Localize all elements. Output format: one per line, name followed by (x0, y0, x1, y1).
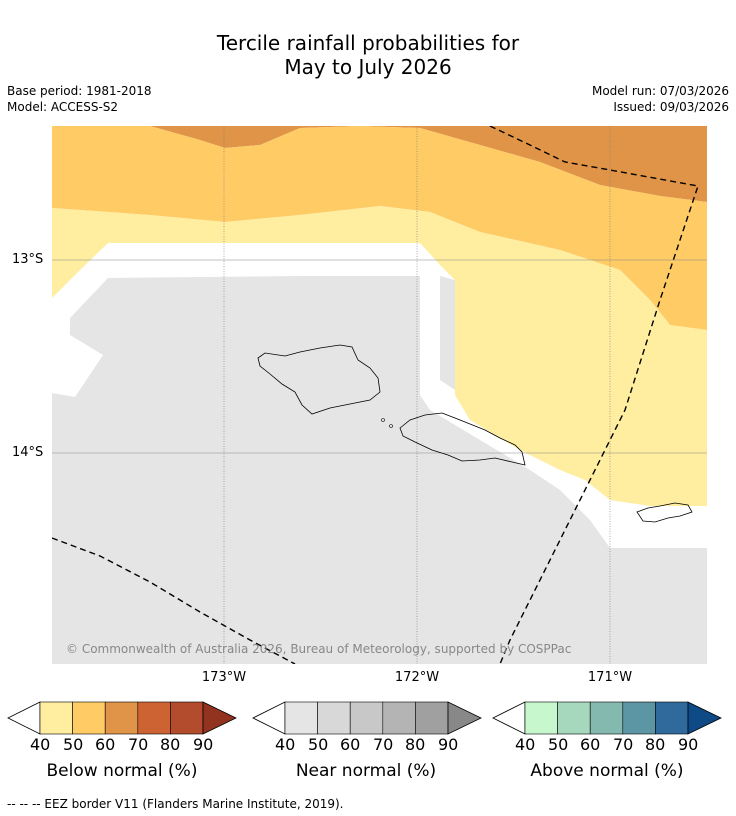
near-normal-colorbar (252, 701, 482, 735)
cb0-tick-50: 50 (63, 735, 84, 754)
cb1-swatch-0 (284, 701, 318, 735)
lat-label-14s: 14°S (12, 445, 44, 460)
upolu-island (399, 412, 526, 466)
base-period: Base period: 1981-2018 (7, 84, 152, 98)
chart-title-line2: May to July 2026 (284, 55, 452, 79)
cb1-swatch-3 (382, 701, 416, 735)
near-40-50-region (52, 276, 707, 664)
lat-label-13s: 13°S (12, 252, 44, 267)
lon-label-173w: 173°W (201, 670, 247, 685)
chart-title-line1: Tercile rainfall probabilities for (216, 31, 520, 55)
cb1-tick-80: 80 (405, 735, 426, 754)
lon-label-172w: 172°W (394, 670, 440, 685)
savaii-island (257, 344, 381, 415)
model-run: Model run: 07/03/2026 (591, 84, 729, 98)
eez-border (52, 126, 699, 664)
above-normal-colorbar (492, 701, 722, 735)
cb1-tick-90: 90 (438, 735, 459, 754)
cb2-tick-80: 80 (645, 735, 666, 754)
above-normal-title: Above normal (%) (530, 761, 684, 781)
cb2-swatch-3 (622, 701, 656, 735)
cb1-under-triangle (252, 701, 286, 735)
cb1-over-triangle (447, 701, 482, 735)
cb2-tick-70: 70 (613, 735, 634, 754)
near-normal-title: Near normal (%) (295, 761, 437, 781)
below-40-50-region (52, 206, 707, 506)
cb0-swatch-3 (137, 701, 171, 735)
lon-label-171w: 171°W (587, 670, 633, 685)
cb2-tick-50: 50 (548, 735, 569, 754)
below-normal-title: Below normal (%) (46, 761, 198, 781)
cb0-swatch-0 (39, 701, 73, 735)
cb2-tick-60: 60 (580, 735, 601, 754)
cb0-over-triangle (202, 701, 237, 735)
colorbar-strip (7, 701, 722, 735)
cb1-tick-60: 60 (340, 735, 361, 754)
cb0-swatch-2 (104, 701, 139, 735)
cb0-tick-40: 40 (30, 735, 51, 754)
cb2-swatch-4 (655, 701, 689, 735)
cb2-tick-40: 40 (515, 735, 536, 754)
cb2-swatch-0 (524, 701, 558, 735)
cb2-swatch-1 (557, 701, 591, 735)
colorbar-ticks: 40 50 60 70 80 90 40 50 60 70 80 90 40 5… (0, 735, 736, 755)
parallel-gridlines (52, 259, 707, 454)
below-60-70-region (52, 126, 707, 202)
tutuila-island (636, 502, 693, 523)
map-fill-layers (52, 126, 707, 664)
model-name: Model: ACCESS-S2 (7, 100, 119, 114)
cb1-swatch-4 (415, 701, 449, 735)
cb0-swatch-4 (170, 701, 204, 735)
meridian-gridlines (223, 126, 611, 664)
cb1-tick-50: 50 (308, 735, 329, 754)
cb0-tick-60: 60 (95, 735, 116, 754)
cb0-tick-70: 70 (128, 735, 149, 754)
cb2-over-triangle (687, 701, 722, 735)
cb2-tick-90: 90 (678, 735, 699, 754)
cb0-swatch-1 (72, 701, 106, 735)
cb0-under-triangle (7, 701, 41, 735)
cb2-swatch-2 (589, 701, 624, 735)
eez-footnote: -- -- -- EEZ border V11 (Flanders Marine… (7, 797, 344, 811)
copyright-text: © Commonwealth of Australia 2026, Bureau… (66, 642, 571, 656)
issued-date: Issued: 09/03/2026 (613, 100, 729, 114)
below-50-60-region (52, 126, 707, 330)
cb0-tick-90: 90 (193, 735, 214, 754)
cb0-tick-80: 80 (160, 735, 181, 754)
cb1-tick-40: 40 (275, 735, 296, 754)
cb1-tick-70: 70 (373, 735, 394, 754)
cb2-under-triangle (492, 701, 526, 735)
below-normal-colorbar (7, 701, 237, 735)
cb1-swatch-2 (349, 701, 384, 735)
cb1-swatch-1 (317, 701, 351, 735)
